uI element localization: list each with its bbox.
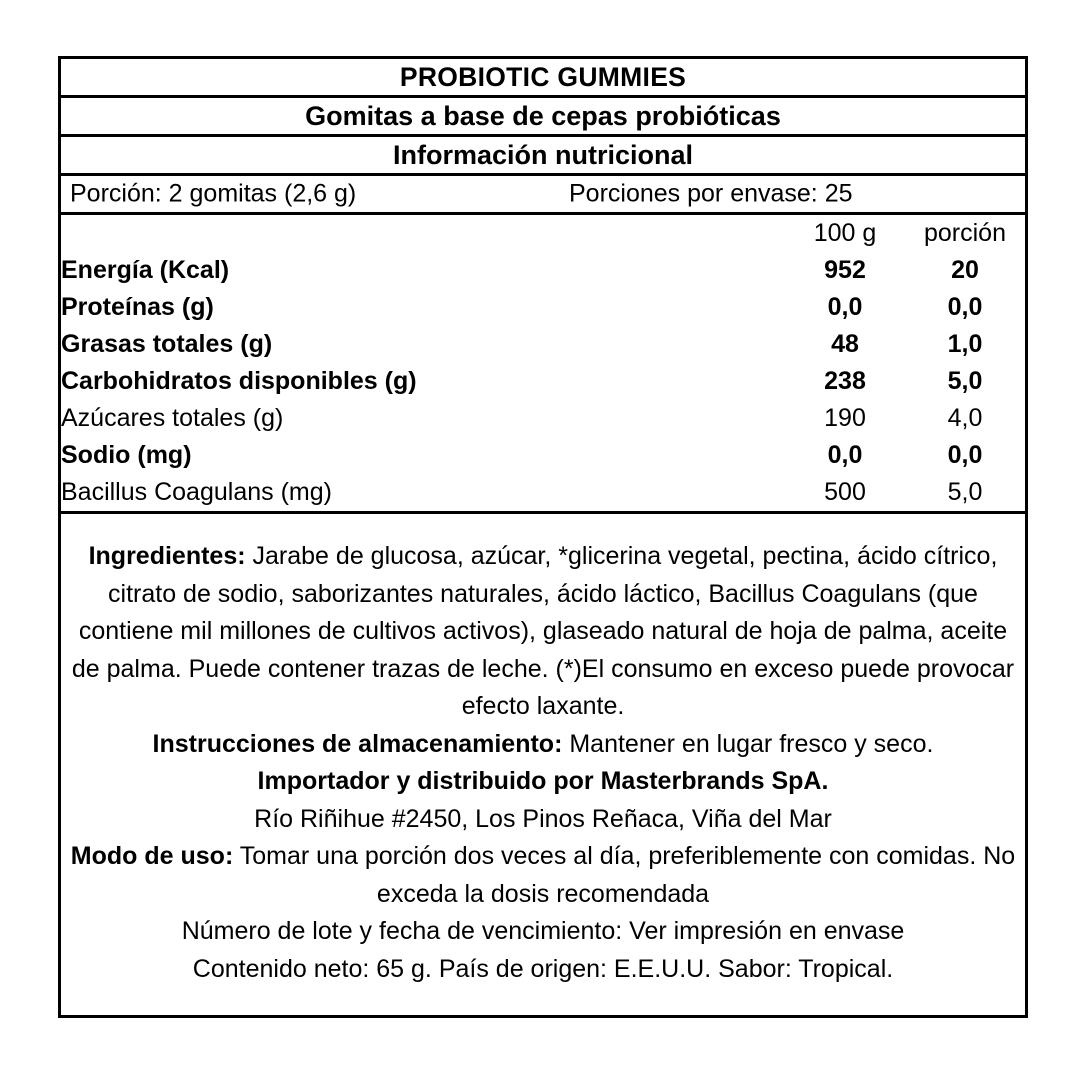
nutrient-value-100g: 952 [824,256,866,284]
storage-label: Instrucciones de almacenamiento: [152,729,563,758]
usage-paragraph: Modo de uso: Tomar una porción dos veces… [69,838,1017,913]
nutrient-value-portion: 5,0 [947,367,983,395]
storage-paragraph: Instrucciones de almacenamiento: Mantene… [69,726,1017,764]
product-subtitle-row: Gomitas a base de cepas probióticas [61,98,1025,137]
nutrient-value-100g: 500 [824,478,866,506]
nutrition-row: Azúcares totales (g) 190 4,0 [61,400,1025,437]
nutrient-value-portion: 0,0 [947,441,983,469]
nutrient-value-100g: 190 [824,404,866,432]
nutrition-header-portion: porción [924,219,1006,247]
nutrition-header-blank [61,215,785,252]
portion-info-row: Porción: 2 gomitas (2,6 g) Porciones por… [61,176,1025,215]
net-content-line: Contenido neto: 65 g. País de origen: E.… [192,954,894,983]
nutrient-value-portion: 20 [951,256,979,284]
product-subtitle: Gomitas a base de cepas probióticas [305,100,781,131]
usage-text: Tomar una porción dos veces al día, pref… [233,842,1016,908]
nutrient-value-100g: 0,0 [827,441,863,469]
nutrient-value-portion: 1,0 [947,330,983,358]
nutrition-facts-table: 100 g porción Energía (Kcal) 952 20 Proteín… [61,215,1025,514]
address-line: Río Riñihue #2450, Los Pinos Reñaca, Viñ… [254,804,832,833]
lot-line: Número de lote y fecha de vencimiento: V… [181,917,905,945]
nutrition-row: Proteínas (g) 0,0 0,0 [61,289,1025,326]
nutrition-row: Carbohidratos disponibles (g) 238 5,0 [61,363,1025,400]
nutrition-column-header-row: 100 g porción [61,215,1025,252]
importer-line: Importador y distribuido por Masterbrand… [257,767,829,795]
nutrient-label: Bacillus Coagulans (mg) [61,478,332,506]
nutrient-value-portion: 5,0 [947,478,983,506]
nutrient-label: Carbohidratos disponibles (g) [61,367,417,395]
portion-size-text: Porción: 2 gomitas (2,6 g) [70,179,357,208]
ingredients-label: Ingredientes: [88,542,246,570]
nutrition-section-heading: Información nutricional [392,139,694,170]
nutrition-label-panel: PROBIOTIC GUMMIES Gomitas a base de cepa… [58,56,1028,1018]
storage-text: Mantener en lugar fresco y seco. [562,729,934,758]
product-title: PROBIOTIC GUMMIES [399,61,687,92]
nutrition-header-100g: 100 g [813,219,877,247]
nutrition-row: Bacillus Coagulans (mg) 500 5,0 [61,474,1025,513]
nutrient-value-portion: 4,0 [947,404,983,432]
nutrient-label: Energía (Kcal) [61,256,230,284]
ingredients-paragraph: Ingredientes: Jarabe de glucosa, azúcar,… [69,538,1017,726]
portion-count-text: Porciones por envase: 25 [569,179,853,208]
ingredients-text: Jarabe de glucosa, azúcar, *glicerina ve… [71,542,1015,720]
nutrition-section-heading-row: Información nutricional [61,137,1025,176]
nutrition-row: Grasas totales (g) 48 1,0 [61,326,1025,363]
nutrient-value-portion: 0,0 [947,293,983,321]
usage-label: Modo de uso: [70,842,234,870]
nutrient-label: Grasas totales (g) [61,330,273,358]
nutrient-label: Azúcares totales (g) [61,404,284,432]
nutrient-value-100g: 0,0 [827,293,863,321]
nutrition-row: Sodio (mg) 0,0 0,0 [61,437,1025,474]
nutrient-label: Proteínas (g) [61,293,214,321]
nutrient-value-100g: 48 [831,330,859,358]
nutrient-value-100g: 238 [824,367,866,395]
ingredients-and-legal-block: Ingredientes: Jarabe de glucosa, azúcar,… [61,514,1025,988]
product-title-row: PROBIOTIC GUMMIES [61,59,1025,98]
nutrient-label: Sodio (mg) [61,441,192,469]
nutrition-row: Energía (Kcal) 952 20 [61,252,1025,289]
